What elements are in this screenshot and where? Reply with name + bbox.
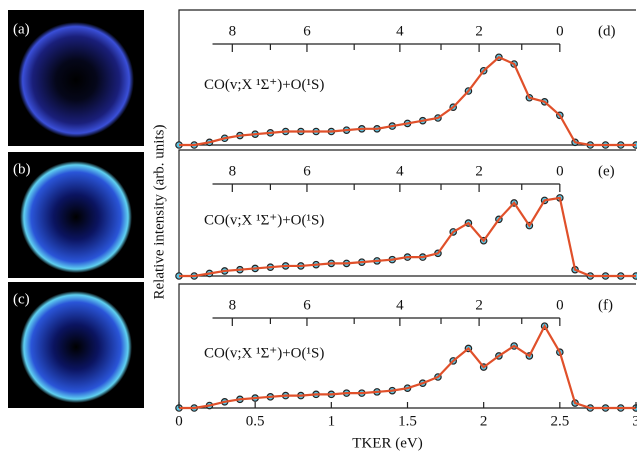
comb-label: 4 xyxy=(396,23,404,39)
comb-label: 8 xyxy=(229,23,237,39)
ring xyxy=(20,291,132,403)
image-label: (c) xyxy=(13,291,30,307)
panel-label: (f) xyxy=(598,297,613,313)
image-label: (a) xyxy=(13,21,30,37)
comb-label: 6 xyxy=(303,23,311,39)
comb-label: 8 xyxy=(229,163,237,179)
image-label: (b) xyxy=(13,161,31,177)
x-tick-label: 2 xyxy=(480,413,488,429)
fit-line xyxy=(179,323,636,410)
comb-label: 0 xyxy=(556,23,564,39)
comb-label: 2 xyxy=(475,297,483,313)
comb-label: 8 xyxy=(229,297,237,313)
comb-label: 0 xyxy=(556,297,564,313)
images: (a) (b) (c) xyxy=(8,10,144,408)
x-tick-label: 0 xyxy=(175,413,183,429)
x-tick-label: 1.5 xyxy=(398,413,417,429)
comb-label: 6 xyxy=(303,163,311,179)
ring xyxy=(20,161,132,273)
comb-label: 4 xyxy=(396,163,404,179)
comb-label: 6 xyxy=(303,297,311,313)
annotation: CO(v;X ¹Σ⁺)+O(¹S) xyxy=(204,212,324,228)
annotation: CO(v;X ¹Σ⁺)+O(¹S) xyxy=(204,345,324,361)
axis-frame xyxy=(178,9,636,146)
comb-label: 2 xyxy=(475,163,483,179)
x-tick-label: 2.5 xyxy=(550,413,569,429)
ring xyxy=(18,22,134,138)
panel-label: (d) xyxy=(598,23,616,39)
fit-line xyxy=(179,55,636,147)
x-axis-label: TKER (eV) xyxy=(352,435,422,451)
panel-label: (e) xyxy=(598,163,615,179)
x-tick-label: 1 xyxy=(328,413,336,429)
x-tick-label: 3 xyxy=(632,413,637,429)
axis-frame xyxy=(178,149,636,277)
comb-label: 2 xyxy=(475,23,483,39)
annotation: CO(v;X ¹Σ⁺)+O(¹S) xyxy=(204,77,324,93)
x-tick-label: 0.5 xyxy=(246,413,265,429)
y-axis-label: Relative intensity (arb. units) xyxy=(151,125,167,300)
comb-label: 4 xyxy=(396,297,404,313)
fit-line xyxy=(179,196,636,278)
comb-label: 0 xyxy=(556,163,564,179)
